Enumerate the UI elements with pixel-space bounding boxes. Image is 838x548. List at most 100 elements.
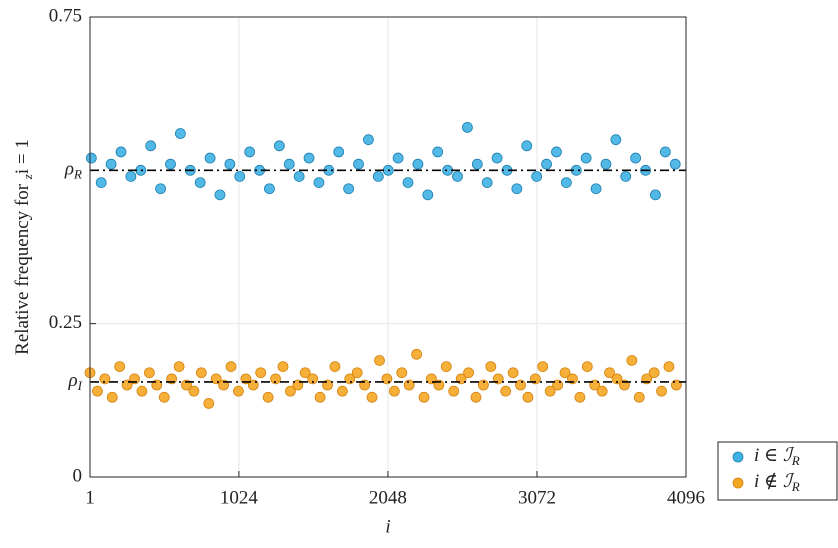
point [491, 152, 503, 164]
point [273, 140, 285, 152]
x-tick-label: 1 [85, 487, 95, 508]
point [537, 361, 549, 373]
point [203, 397, 215, 409]
point [463, 367, 474, 379]
point [620, 171, 632, 182]
point [422, 189, 434, 201]
point [333, 146, 345, 158]
y-tick-label: ρR [64, 159, 82, 182]
point [411, 348, 422, 360]
point [574, 391, 586, 403]
point [500, 385, 512, 397]
legend-label: i ∈ ℐR [754, 445, 800, 468]
point [194, 177, 206, 189]
point [481, 177, 493, 189]
point [590, 183, 602, 195]
point [363, 134, 374, 146]
point [225, 361, 237, 373]
point [521, 140, 533, 152]
y-tick-label: 0.25 [49, 312, 82, 333]
point [174, 128, 186, 139]
point [366, 391, 378, 403]
point [656, 385, 667, 397]
point [560, 177, 572, 189]
point [270, 373, 281, 385]
point [262, 391, 274, 403]
x-tick-label: 2048 [369, 487, 407, 508]
point [85, 152, 97, 164]
point [600, 158, 612, 170]
legend-label: i ∉ ℐR [754, 471, 800, 494]
point [165, 158, 176, 170]
point [188, 385, 200, 397]
point [581, 361, 593, 373]
point [351, 367, 363, 379]
legend-marker [732, 451, 744, 463]
point [611, 373, 623, 385]
point [344, 373, 356, 385]
point [336, 385, 348, 397]
point [299, 367, 311, 379]
point [233, 385, 244, 397]
point [541, 158, 552, 170]
point [244, 146, 256, 158]
point [195, 367, 207, 379]
point [92, 385, 103, 397]
point [604, 367, 615, 379]
y-tick-label: ρI [68, 370, 83, 393]
point [293, 171, 305, 182]
point [283, 158, 295, 170]
point [452, 171, 463, 182]
point [403, 379, 415, 391]
point [264, 183, 275, 195]
point [372, 171, 384, 182]
point [432, 146, 444, 158]
point [610, 134, 622, 146]
point [106, 391, 118, 403]
point [396, 367, 408, 379]
point [158, 391, 170, 403]
point [135, 164, 147, 176]
point [136, 385, 148, 397]
point [648, 367, 660, 379]
point [214, 189, 226, 201]
point [307, 373, 319, 385]
point [471, 158, 483, 170]
point [145, 140, 157, 152]
point [224, 158, 236, 170]
point [234, 171, 246, 182]
point [440, 361, 452, 373]
point [650, 189, 661, 201]
point [155, 183, 166, 195]
point [388, 385, 400, 397]
point [418, 391, 430, 403]
point [596, 385, 608, 397]
point [669, 158, 681, 170]
point [255, 367, 267, 379]
legend-marker [732, 477, 744, 489]
point [115, 146, 127, 158]
point [522, 391, 534, 403]
point [173, 361, 185, 373]
point [630, 152, 642, 164]
point [412, 158, 424, 170]
point [392, 152, 404, 164]
y-axis-label: Relative frequency for zi = 1 [12, 139, 35, 355]
point [559, 367, 571, 379]
point [551, 146, 562, 158]
point [114, 361, 126, 373]
point [402, 177, 414, 189]
point [313, 177, 325, 189]
x-tick-label: 3072 [518, 487, 556, 508]
point [374, 355, 385, 366]
point [105, 158, 117, 170]
point [99, 373, 111, 385]
point [285, 385, 296, 397]
point [633, 391, 645, 403]
point [626, 355, 638, 366]
point [531, 171, 543, 182]
axes-box [89, 16, 687, 478]
x-axis-label: i [385, 516, 390, 537]
point [353, 158, 364, 170]
